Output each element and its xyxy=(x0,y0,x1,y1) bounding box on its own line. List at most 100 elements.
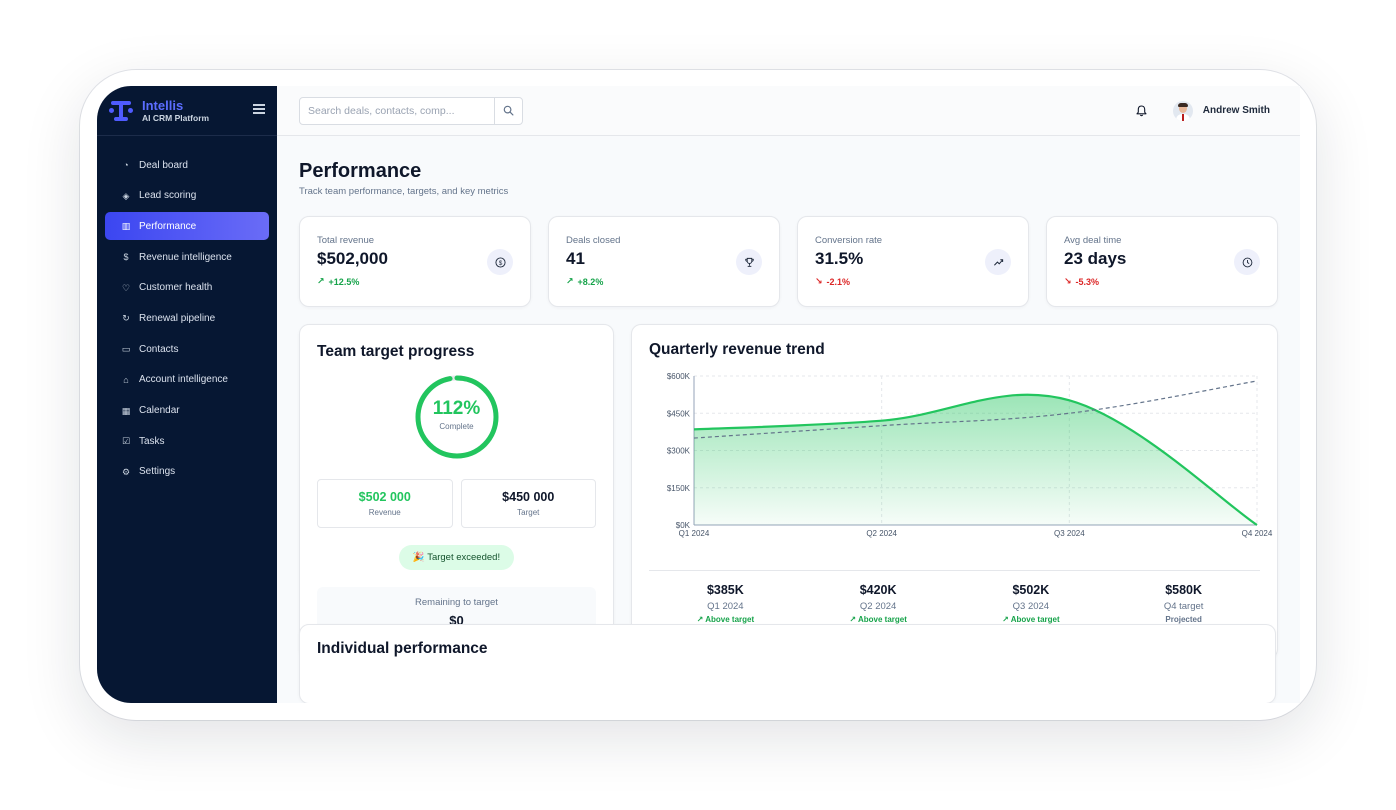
remaining-label: Remaining to target xyxy=(415,597,498,608)
kpi-label: Conversion rate xyxy=(815,235,883,246)
arrow-up-right-icon: ↗ xyxy=(849,615,858,624)
target-label: Target xyxy=(517,508,540,517)
target-line xyxy=(693,380,1258,439)
sidebar-item-customer-health[interactable]: ♡ Customer health xyxy=(105,274,269,302)
page-subtitle: Track team performance, targets, and key… xyxy=(299,186,509,197)
bar-chart-icon: ▥ xyxy=(121,221,131,232)
sidebar-item-deal-board[interactable]: ◔ Deal board xyxy=(105,151,269,179)
revenue-trend-title: Quarterly revenue trend xyxy=(649,341,825,358)
y-tick-label: $450K xyxy=(667,409,691,418)
sidebar-item-label: Deal board xyxy=(139,159,188,171)
contact-card-icon: ▭ xyxy=(121,344,131,355)
sidebar-item-label: Contacts xyxy=(139,343,179,355)
main-area: Andrew Smith Performance Track team perf… xyxy=(277,86,1300,703)
quarter-label: Q3 2024 xyxy=(1012,601,1050,612)
y-tick-label: $300K xyxy=(667,447,691,456)
collapse-sidebar-icon[interactable] xyxy=(253,104,265,116)
arrow-up-right-icon: ↗ xyxy=(317,276,325,286)
y-tick-label: $0K xyxy=(676,521,691,530)
sidebar-item-label: Lead scoring xyxy=(139,190,197,202)
y-tick-label: $150K xyxy=(667,484,691,493)
sidebar-item-settings[interactable]: ⚙ Settings xyxy=(105,458,269,486)
quarter-summary: $385K Q1 2024 ↗ Above target $420K Q2 2024 ↗ … xyxy=(649,583,1260,624)
sidebar-item-label: Customer health xyxy=(139,282,213,294)
revenue-trend-chart: $0K $150K $300K $450K $600K Q1 2024 Q2 2024 Q3 … xyxy=(667,372,1273,538)
intellis-logo-icon xyxy=(109,99,133,123)
sidebar-item-label: Settings xyxy=(139,466,176,478)
quarter-summary-item: $580K Q4 target Projected xyxy=(1107,583,1260,624)
individual-performance-card: Individual performance xyxy=(299,624,1276,703)
kpi-value: 41 xyxy=(566,249,585,268)
sidebar: Intellis AI CRM Platform ◔ Deal board ◈ Lea… xyxy=(97,86,277,703)
target-exceeded-badge: 🎉 Target exceeded! xyxy=(399,545,514,570)
target-value: $450 000 xyxy=(502,490,555,504)
kpi-delta-value: -2.1% xyxy=(826,276,851,287)
topbar: Andrew Smith xyxy=(277,86,1300,136)
content: Performance Track team performance, targ… xyxy=(277,159,1300,659)
kpi-label: Total revenue xyxy=(317,235,375,246)
sidebar-item-label: Calendar xyxy=(139,405,180,416)
trend-up-icon xyxy=(985,249,1011,275)
kpi-delta: ↗ +8.2% xyxy=(566,276,762,287)
brand-name: Intellis xyxy=(142,97,184,113)
kpi-card-avg-deal-time: Avg deal time 23 days ↘ -5.3% xyxy=(1046,216,1278,307)
quarter-value: $502K xyxy=(1012,583,1050,597)
sidebar-item-label: Renewal pipeline xyxy=(139,312,216,324)
revenue-value: $502 000 xyxy=(358,490,411,504)
sidebar-item-label: Account intelligence xyxy=(139,374,228,386)
sidebar-item-tasks[interactable]: ☑ Tasks xyxy=(105,427,269,455)
brand-tagline: AI CRM Platform xyxy=(142,112,210,123)
quarter-summary-item: $420K Q2 2024 ↗ Above target xyxy=(802,583,955,624)
sidebar-item-account-intelligence[interactable]: ⌂ Account intelligence xyxy=(105,366,269,394)
search-input[interactable] xyxy=(300,97,494,124)
quarter-label: Q2 2024 xyxy=(859,601,897,612)
bell-icon[interactable] xyxy=(1135,104,1149,118)
revenue-area xyxy=(694,394,1257,525)
sidebar-item-label: Performance xyxy=(139,220,197,232)
bank-icon: ⌂ xyxy=(123,374,129,385)
kpi-card-conversion-rate: Conversion rate 31.5% ↘ -2.1% xyxy=(797,216,1029,307)
quarter-status: Above target xyxy=(857,615,907,624)
sidebar-item-contacts[interactable]: ▭ Contacts xyxy=(105,335,269,363)
progress-ring: 112% Complete xyxy=(414,374,500,460)
arrow-up-right-icon: ↗ xyxy=(696,615,706,624)
team-target-card: Team target progress 112% Complete xyxy=(299,324,614,659)
sidebar-item-calendar[interactable]: ▦ Calendar xyxy=(105,397,269,425)
kpi-label: Avg deal time xyxy=(1064,235,1122,246)
x-tick-label: Q4 2024 xyxy=(1242,529,1273,538)
quarter-value: $385K xyxy=(706,583,744,597)
target-box: $450 000 Target xyxy=(460,479,596,528)
quarter-value: $420K xyxy=(859,583,897,597)
pie-chart-icon: ◔ xyxy=(123,160,129,170)
arrow-up-right-icon: ↗ xyxy=(566,276,574,286)
quarter-summary-item: $385K Q1 2024 ↗ Above target xyxy=(649,583,802,624)
app-window: Intellis AI CRM Platform ◔ Deal board ◈ Lea… xyxy=(97,86,1300,703)
search-icon[interactable] xyxy=(494,97,522,124)
avatar[interactable] xyxy=(1172,100,1193,121)
sidebar-item-label: Tasks xyxy=(139,435,165,447)
quarter-summary-item: $502K Q3 2024 ↗ Above target xyxy=(955,583,1108,624)
sidebar-nav: ◔ Deal board ◈ Lead scoring ▥ Performance $ Rev… xyxy=(97,136,277,486)
refresh-icon: ↻ xyxy=(122,313,130,324)
quarter-value: $580K xyxy=(1165,583,1203,597)
x-tick-label: Q2 2024 xyxy=(866,529,897,538)
revenue-line xyxy=(693,393,1258,526)
kpi-delta: ↗ +12.5% xyxy=(317,276,513,287)
kpi-value: $502,000 xyxy=(317,249,388,268)
sidebar-item-renewal-pipeline[interactable]: ↻ Renewal pipeline xyxy=(105,304,269,332)
sidebar-item-lead-scoring[interactable]: ◈ Lead scoring xyxy=(105,182,269,210)
quarter-status: Above target xyxy=(705,615,755,624)
sidebar-item-label: Revenue intelligence xyxy=(139,251,232,263)
sidebar-item-revenue-intelligence[interactable]: $ Revenue intelligence xyxy=(105,243,269,271)
progress-caption: Complete xyxy=(439,422,474,431)
kpi-card-total-revenue: Total revenue $502,000 ↗ +12.5% $ xyxy=(299,216,531,307)
revenue-label: Revenue xyxy=(368,508,401,517)
gear-icon: ⚙ xyxy=(121,466,131,477)
trophy-icon xyxy=(736,249,762,275)
sidebar-item-performance[interactable]: ▥ Performance xyxy=(105,212,269,241)
progress-ring-arc xyxy=(415,375,498,459)
quarter-status: Projected xyxy=(1165,615,1202,624)
kpi-delta: ↘ -2.1% xyxy=(815,276,1011,287)
user-name[interactable]: Andrew Smith xyxy=(1202,105,1270,116)
revenue-box: $502 000 Revenue xyxy=(317,479,453,528)
